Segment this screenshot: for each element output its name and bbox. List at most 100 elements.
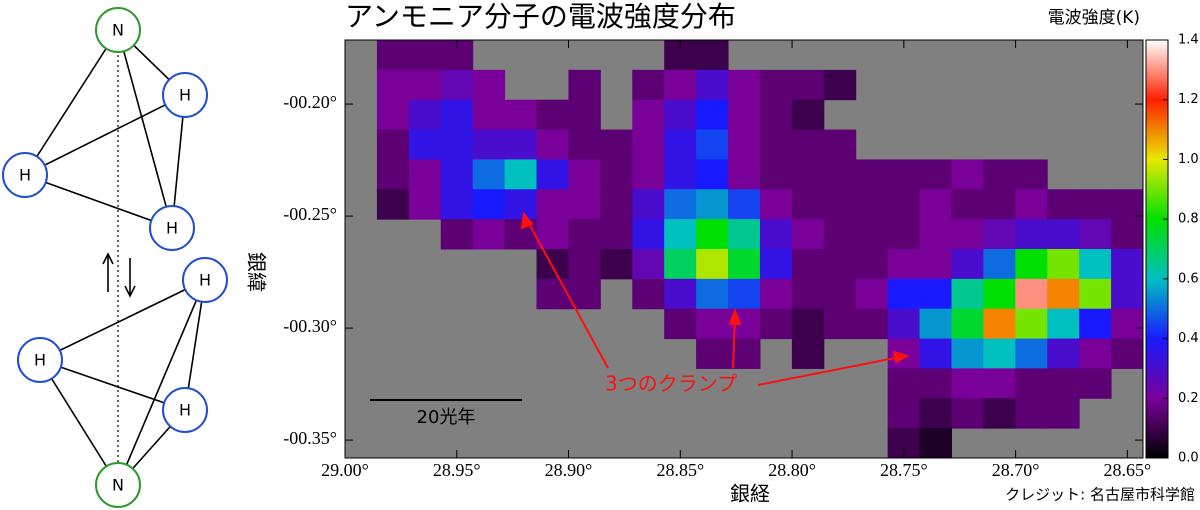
heatmap-cell	[696, 159, 729, 190]
atom	[149, 205, 195, 251]
atom-label: N	[112, 21, 124, 40]
heatmap-cell	[408, 40, 442, 71]
heatmap-cell	[791, 338, 825, 369]
heatmap-cell	[951, 219, 984, 250]
arrow-head	[892, 350, 910, 364]
heatmap-cell	[1047, 219, 1080, 250]
heatmap-cell	[1079, 278, 1112, 310]
heatmap-cell	[504, 129, 538, 160]
heatmap-cell	[568, 189, 601, 220]
heatmap-cell	[1079, 189, 1112, 220]
heatmap-cell	[440, 129, 474, 160]
heatmap-cell	[887, 368, 921, 399]
heatmap-cell	[1079, 338, 1112, 369]
heatmap-cell	[536, 189, 569, 220]
arrow-head	[102, 252, 114, 265]
heatmap-cell	[664, 159, 697, 190]
heatmap-cell	[791, 159, 825, 190]
heatmap-cell	[1111, 308, 1144, 340]
heatmap-cell	[887, 308, 921, 340]
heatmap-cell	[919, 249, 952, 280]
heatmap-cell	[632, 278, 665, 310]
heatmap-cell	[408, 69, 442, 101]
heatmap-cell	[919, 159, 952, 190]
heatmap-cell	[600, 129, 633, 160]
heatmap-cell	[696, 278, 729, 310]
scale-bar-label: 20光年	[417, 407, 476, 428]
atom	[17, 337, 63, 383]
heatmap-cell	[759, 189, 793, 220]
heatmap-cell	[664, 129, 697, 160]
heatmap-cell	[919, 338, 952, 369]
heatmap-cell	[887, 249, 921, 280]
heatmap-cell	[919, 189, 952, 220]
heatmap-cell	[1015, 249, 1048, 280]
bond	[24, 94, 186, 176]
heatmap-cell	[1111, 338, 1144, 369]
atom	[2, 152, 48, 198]
heatmap-cell	[983, 278, 1016, 310]
atom-label: H	[179, 401, 191, 420]
heatmap-cell	[823, 189, 857, 220]
heatmap-cell	[696, 338, 729, 369]
arrow	[526, 219, 609, 369]
heatmap-cell	[376, 189, 410, 220]
heatmap-cell	[951, 368, 984, 399]
heatmap-cell	[1015, 308, 1048, 340]
x-tick-label: 28.90°	[545, 460, 593, 480]
heatmap-cell	[1015, 159, 1048, 190]
heatmap-cell	[664, 278, 697, 310]
heatmap-cell	[696, 219, 729, 250]
heatmap-cell	[696, 249, 729, 280]
colorbar-tick-label: 0.2	[1178, 391, 1199, 406]
plot-frame	[344, 39, 1144, 459]
heatmap-cell	[1047, 308, 1080, 340]
atom	[182, 257, 228, 303]
heatmap-cell	[1111, 189, 1144, 220]
heatmap-cell	[1079, 219, 1112, 250]
x-tick-label: 28.75°	[880, 460, 928, 480]
atom-label: H	[199, 271, 211, 290]
heatmap-cell	[983, 338, 1016, 369]
heatmap-cell	[664, 189, 697, 220]
x-tick-label: 28.95°	[433, 460, 481, 480]
heatmap-cell	[568, 69, 601, 101]
heatmap-cell	[983, 189, 1016, 220]
heatmap-cell	[887, 159, 921, 190]
colorbar-tick-label: 0.4	[1178, 331, 1199, 346]
heatmap-cell	[1047, 249, 1080, 280]
heatmap-cell	[1047, 189, 1080, 220]
heatmap-cell	[855, 249, 889, 280]
heatmap-cell	[728, 159, 761, 190]
heatmap-cell	[983, 368, 1016, 399]
heatmap-cell	[440, 99, 474, 131]
heatmap-cell	[440, 69, 474, 101]
heatmap-cell	[696, 99, 729, 131]
heatmap-cell	[759, 308, 793, 340]
atom	[95, 7, 141, 53]
heatmap-cell	[376, 129, 410, 160]
heatmap-cell	[1079, 368, 1112, 399]
colorbar-label: 電波強度(K)	[1048, 8, 1140, 28]
heatmap-cell	[759, 278, 793, 310]
heatmap-cell	[632, 219, 665, 250]
heatmap-cell	[664, 99, 697, 131]
heatmap-cell	[983, 249, 1016, 280]
heatmap-cell	[919, 278, 952, 310]
heatmap-cell	[664, 308, 697, 340]
heatmap-cell	[983, 219, 1016, 250]
heatmap-cell	[536, 249, 569, 280]
heatmap-cell	[791, 278, 825, 310]
heatmap-cell	[472, 69, 506, 101]
heatmap-cell	[919, 219, 952, 250]
heatmap-cell	[951, 159, 984, 190]
heatmap-cell	[568, 99, 601, 131]
x-tick-label: 28.85°	[656, 460, 704, 480]
heatmap-cell	[823, 69, 857, 101]
heatmap-cell	[983, 308, 1016, 340]
heatmap-cell	[664, 69, 697, 101]
heatmap-cell	[728, 278, 761, 310]
heatmap-cell	[759, 99, 793, 131]
colorbar-tick-label: 0.8	[1178, 212, 1199, 227]
heatmap-cell	[472, 159, 506, 190]
